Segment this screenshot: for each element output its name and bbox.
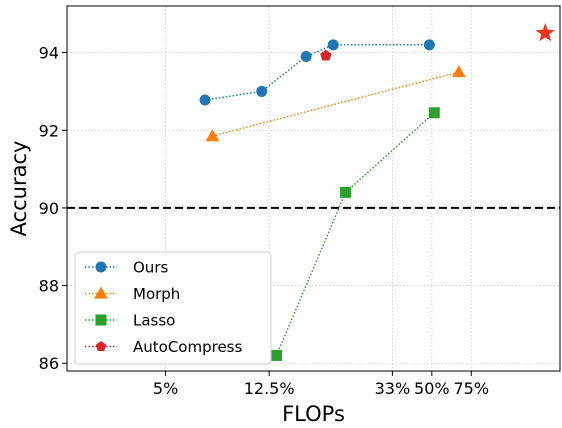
x-tick-label: 5%: [153, 379, 178, 398]
series-ours: [199, 39, 435, 106]
plot-frame: [66, 5, 561, 372]
x-tick-label: 50%: [414, 379, 450, 398]
y-tick-label: 94: [39, 44, 59, 63]
series-line: [204, 44, 430, 101]
x-axis-label: FLOPs: [282, 402, 345, 426]
data-point: [300, 50, 312, 62]
series-lasso: [271, 107, 440, 361]
legend-marker: [95, 261, 107, 273]
data-point: [327, 39, 339, 51]
legend-label: Lasso: [133, 312, 175, 330]
legend: Ours Morph Lasso AutoCompress: [74, 251, 272, 365]
y-tick-label: 90: [39, 199, 59, 218]
y-tick-label: 86: [39, 354, 59, 373]
x-tick-label: 12.5%: [244, 379, 295, 398]
y-tick-label: 88: [39, 277, 59, 296]
legend-box: [74, 251, 272, 365]
data-point: [271, 349, 283, 361]
legend-label: AutoCompress: [133, 338, 242, 356]
data-point: [428, 107, 440, 119]
series-group: [199, 23, 555, 361]
highlight-star-point: [535, 23, 555, 42]
data-point: [452, 65, 466, 78]
legend-label: Morph: [133, 285, 180, 303]
x-tick-label: 33%: [375, 379, 411, 398]
legend-item-lasso: Lasso: [85, 312, 175, 330]
legend-item-autocompress: AutoCompress: [85, 338, 242, 356]
data-point: [256, 85, 268, 97]
x-tick-label: 75%: [453, 379, 489, 398]
legend-item-morph: Morph: [85, 285, 180, 303]
series-line: [212, 71, 460, 137]
y-tick-label: 92: [39, 121, 59, 140]
grid-lines: [67, 6, 560, 371]
x-axis-ticks: 5% 12.5% 33% 50% 75%: [153, 371, 489, 398]
legend-item-ours: Ours: [85, 259, 168, 277]
y-axis-label: Accuracy: [7, 141, 31, 237]
data-point: [320, 49, 332, 61]
series-autocompress: [320, 49, 332, 61]
legend-label: Ours: [133, 259, 168, 277]
legend-marker: [95, 341, 107, 351]
data-point: [205, 129, 220, 142]
y-axis-ticks: 86 88 90 92 94: [39, 44, 67, 373]
series-morph: [205, 65, 466, 142]
legend-marker: [94, 286, 108, 299]
legend-marker: [95, 314, 107, 326]
data-point: [340, 186, 352, 198]
series-line: [275, 112, 435, 356]
data-point: [423, 39, 435, 51]
data-point: [199, 94, 211, 106]
